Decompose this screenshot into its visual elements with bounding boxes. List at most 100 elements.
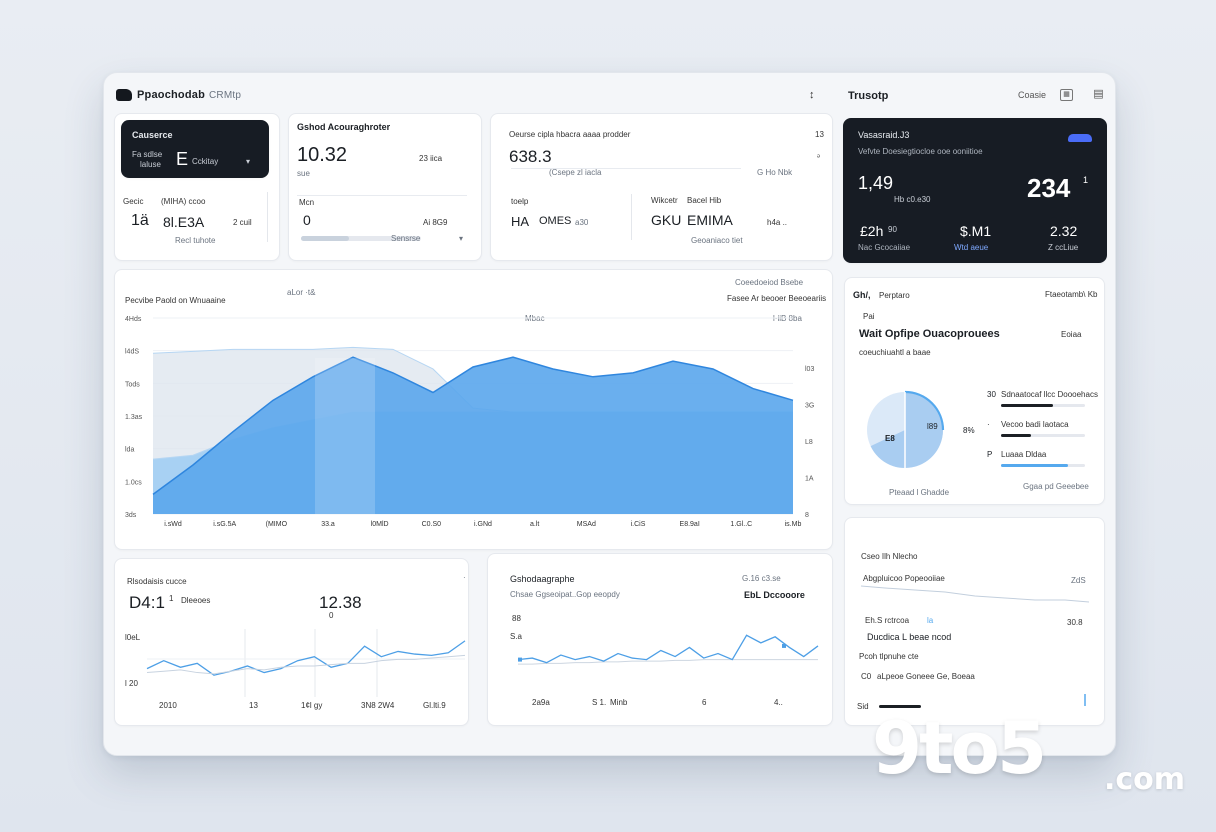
kpi1-divider (267, 192, 268, 242)
kpi3-b-label: Wikcetr (651, 196, 678, 205)
bm-sub-right: EbL Dccooore (744, 590, 805, 600)
kpi3-divider (511, 168, 741, 169)
kpi3-a-value: HA (511, 214, 530, 229)
bl-x-b: 13 (249, 701, 258, 710)
app-logo-icon (116, 89, 132, 101)
kpi1-foot: Recl tuhote (175, 236, 216, 245)
kpi3-col-divider (631, 194, 632, 240)
kpi1-row-a: Fa sdlse (132, 150, 163, 159)
kpi2-progress-label: Sensrse (391, 234, 421, 243)
bm-title: Gshodaagraphe (510, 574, 575, 584)
kpi3-right-mid: ₔ (817, 150, 820, 159)
kpi1-row-b: laluse (140, 160, 161, 169)
br-note: Pcoh tlpnuhe cte (859, 652, 919, 661)
kpi1-row-trend: ▾ (246, 157, 251, 166)
kpi2-label: sue (297, 169, 310, 178)
document-icon[interactable]: ▤ (1093, 88, 1104, 100)
watermark: 9to5 .com (872, 700, 1192, 810)
donut-value-c: E8 (885, 434, 895, 443)
kpi1-sub-a: Gecic (123, 197, 144, 206)
dark-card-f1-value: £2h (860, 223, 884, 239)
bm-x-b: S 1. (592, 698, 607, 707)
bl-big-2-sup: 0 (329, 611, 334, 620)
kpi-card-overview: Oeurse cipla hbacra aaaa prodder 13 638.… (490, 113, 833, 261)
kpi1-title: Causerce (132, 130, 173, 140)
main-chart-card: Pecvibe Paold on Wnuaaine aLor ·t& Coeed… (114, 269, 833, 550)
main-xtick: E8.9aI (680, 521, 700, 528)
kpi1-mid: 8l.E3A (163, 214, 205, 230)
bm-sub: Chsae Ggseoipat..Gop eeopdy (510, 590, 620, 599)
br-sub: Abgpluicoo Popeooiiae (863, 574, 945, 583)
bl-x-c: 1¢l gy (301, 701, 323, 710)
watermark-brand: 9to5 (872, 706, 1047, 790)
br-row-tag: la (927, 616, 934, 625)
dark-card-title: Vasasraid.J3 (858, 130, 910, 140)
kpi2-progress-track (301, 236, 421, 241)
kpi3-right-top: 13 (815, 130, 824, 139)
kpi2-value-2: Ai 8G9 (423, 218, 448, 227)
bl-big-tag: Dleeoes (181, 596, 211, 605)
br-sparkline-path (860, 585, 1090, 603)
br-row-right: 30.8 (1067, 618, 1083, 627)
donut-value-a: l89 (927, 422, 938, 431)
kpi3-sub: (Csepe zl iacla (549, 168, 602, 177)
kpi3-sub-2: G Ho Nbk (757, 168, 793, 177)
main-ytick: l4dS (125, 349, 139, 356)
main-area-chart: 4Hds l4dS Tods 1.3as lda 1.0cs 3ds l03 3G L8 1A 8 i.… (125, 316, 814, 528)
dark-card-f2-label: Wtd aeue (954, 243, 989, 252)
main-line-series-0 (152, 356, 794, 496)
kpi3-big: 638.3 (509, 147, 552, 166)
bl-big: D4:1 (129, 593, 165, 612)
main-xtick: (MIMO (266, 521, 288, 528)
main-chart-right-top: Coeedoeiod Bsebe (735, 278, 804, 287)
donut-card-heading: Wait Opfipe Ouacoprouees (859, 328, 1000, 340)
donut-legend-bar-track (1001, 464, 1085, 467)
donut-legend-label: Sdnaatocaf llcc Doooehacs (1001, 390, 1098, 399)
bl-x-d: 3N8 2W4 (361, 701, 395, 710)
br-foot-track (879, 705, 999, 708)
bl-menu-icon[interactable]: · (463, 573, 466, 582)
kpi2-big: 10.32 (297, 144, 348, 166)
kpi2-label-2: Mcn (299, 198, 315, 207)
br-note-2-num: C0 (861, 672, 872, 681)
br-title: Cseo Ilh Nlecho (861, 552, 918, 561)
app-subtitle: CRMtp (209, 90, 242, 101)
br-sparkline (860, 585, 1090, 706)
bm-title-right: G.16 c3.se (742, 574, 781, 583)
bl-big-sup: 1 (169, 594, 174, 603)
bm-ylabel-b: S.a (510, 632, 523, 641)
bm-marker (518, 657, 522, 662)
dark-card-f1-label: Nac Gcocaiiae (858, 243, 911, 252)
donut-card-heading-right: Eoiaa (1061, 330, 1082, 339)
dark-card-f3-value: 2.32 (1050, 223, 1078, 239)
main-area-series-0 (153, 357, 793, 514)
app-window: Ppaochodab CRMtp ↕ Trusotp Coasie ▦ ▤ Cau… (103, 72, 1116, 756)
main-highlight-band (315, 358, 375, 514)
kpi2-caret: ▾ (459, 234, 464, 243)
donut-accent-arc (904, 390, 945, 431)
main-right-tick: 3G (805, 403, 814, 410)
main-xtick: is.Mb (785, 521, 802, 528)
dark-card-f1-sup: 90 (888, 225, 897, 234)
kpi1-row-value: E (176, 149, 189, 169)
kpi-card-customers: Causerce Fa sdlse laluse E Cckitay ▾ Gec… (114, 113, 280, 261)
main-right-tick: 1A (805, 476, 814, 483)
bm-series-1 (518, 659, 818, 665)
sort-icon[interactable]: ↕ (809, 89, 815, 101)
revenue-line-card: Rlsodaisis cucce · D4:1 1 Dleeoes 12.38 … (114, 558, 469, 726)
kpi3-b-value-3: h4a .. (767, 218, 788, 227)
donut-legend-num: P (987, 450, 993, 459)
panel-title: Trusotp (848, 90, 889, 102)
kpi3-a-value-2: OMES (539, 215, 572, 227)
panel-link[interactable]: Coasie (1018, 90, 1047, 100)
kpi3-b-foot: Geoaniaco tiet (691, 236, 743, 245)
dark-card-big-left: 1,49 (858, 173, 894, 193)
graph-card: Gshodaagraphe G.16 c3.se Chsae Ggseoipat… (487, 553, 833, 726)
grid-icon[interactable]: ▦ (1060, 89, 1073, 101)
br-foot-fill (879, 705, 921, 708)
main-xtick: l0MlD (371, 521, 389, 528)
kpi1-big: 1ä (131, 212, 149, 229)
main-right-tick: 8 (805, 512, 809, 519)
bm-line-chart (517, 634, 819, 665)
kpi2-progress-fill (301, 236, 349, 241)
